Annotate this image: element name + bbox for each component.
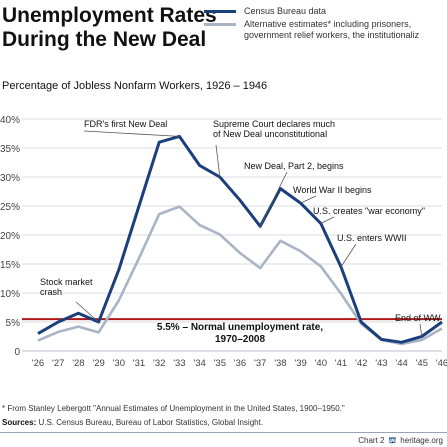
- x-tick-label: '29: [92, 358, 104, 369]
- x-tick-label: '37: [254, 358, 266, 369]
- y-tick-label: 5%: [6, 318, 21, 329]
- legend: Census Bureau data Alternative estimates…: [204, 6, 419, 43]
- legend-label-census: Census Bureau data: [244, 6, 327, 16]
- footnote: * From Stanley Lebergott "Annual Estimat…: [2, 404, 345, 413]
- chart-title: Unemployment Rates During the New Deal: [2, 4, 217, 52]
- annotation-label: Supreme Court declares much of New Deal u…: [213, 119, 335, 139]
- x-tick-label: '28: [72, 358, 84, 369]
- series-line-census: [37, 134, 443, 344]
- legend-item-alternative: Alternative estimates* including prisone…: [204, 19, 419, 41]
- legend-item-census: Census Bureau data: [204, 6, 419, 17]
- x-tick-label: '34: [193, 358, 205, 369]
- x-tick-label: '27: [52, 358, 64, 369]
- y-tick-label: 0: [14, 347, 20, 358]
- x-tick-label: '35: [214, 358, 226, 369]
- x-tick-label: '43: [375, 358, 387, 369]
- annotation-label: World War II begins: [293, 185, 372, 195]
- x-tick-label: '31: [133, 358, 145, 369]
- x-tick-label: '36: [234, 358, 246, 369]
- site-link[interactable]: heritage.org: [400, 436, 443, 445]
- y-tick-label: 30%: [0, 173, 20, 184]
- reference-line-label: 5.5% – Normal unemployment rate,: [157, 322, 323, 333]
- legend-swatch-alternative: [204, 23, 236, 26]
- credit: Chart 2 ⛫ heritage.org: [358, 436, 443, 446]
- annotation-label: New Deal, Part 2, begins: [244, 161, 344, 171]
- annotation-leader: [320, 216, 335, 224]
- x-tick-label: '26: [32, 358, 44, 369]
- y-tick-label: 40%: [0, 115, 20, 126]
- x-tick-label: '30: [113, 358, 125, 369]
- x-tick-label: '38: [274, 358, 286, 369]
- x-tick-label: '39: [294, 358, 306, 369]
- chart-subtitle: Percentage of Jobless Nonfarm Workers, 1…: [2, 80, 268, 92]
- y-tick-label: 20%: [0, 231, 20, 242]
- annotation-leader: [419, 323, 423, 337]
- annotation-leader: [83, 130, 180, 137]
- annotation-leader: [215, 144, 221, 178]
- annotation-leader: [340, 243, 357, 268]
- chart-title-line-1: Unemployment Rates: [2, 4, 217, 27]
- annotation-leader: [300, 195, 317, 204]
- bottom-rule: [0, 432, 447, 433]
- annotation-leader: [259, 171, 288, 227]
- reference-line-label-years: 1970–2008: [215, 334, 265, 345]
- x-tick-label: '45: [416, 358, 428, 369]
- sources: Sources: U.S. Census Bureau, Bureau of L…: [2, 418, 263, 427]
- y-tick-label: 15%: [0, 260, 20, 271]
- annotation-leader: [75, 301, 99, 323]
- x-tick-label: '40: [315, 358, 327, 369]
- sources-label: Sources:: [2, 418, 37, 427]
- x-tick-label: '33: [173, 358, 185, 369]
- annotation-label: U.S. creates "war economy": [313, 206, 425, 216]
- y-tick-label: 25%: [0, 202, 20, 213]
- chart-title-line-2: During the New Deal: [2, 28, 207, 51]
- x-tick-label: '32: [153, 358, 165, 369]
- y-tick-label: 35%: [0, 144, 20, 155]
- y-tick-label: 10%: [0, 289, 20, 300]
- legend-label-alternative: Alternative estimates* including prisone…: [244, 19, 420, 40]
- x-tick-label: '42: [355, 358, 367, 369]
- annotation-label: U.S. enters WWII: [337, 233, 407, 243]
- heritage-logo-icon: ⛫: [388, 436, 397, 445]
- annotation-label: End of WW: [395, 313, 441, 323]
- annotation-label: FDR's first New Deal: [84, 119, 167, 129]
- legend-swatch-census: [204, 10, 236, 13]
- x-tick-label: '44: [395, 358, 407, 369]
- chart-number: Chart 2: [358, 436, 385, 445]
- x-tick-label: '41: [335, 358, 347, 369]
- annotation-label: Stock market crash: [40, 277, 93, 297]
- line-chart: 0 5% 10% 15% 20% 25% 30% 35% 40% '26 '27 '28 '29 '30 '…: [0, 115, 447, 369]
- x-tick-label: '46: [436, 358, 447, 369]
- sources-text: U.S. Census Bureau, Bureau of Labor Stat…: [38, 418, 264, 427]
